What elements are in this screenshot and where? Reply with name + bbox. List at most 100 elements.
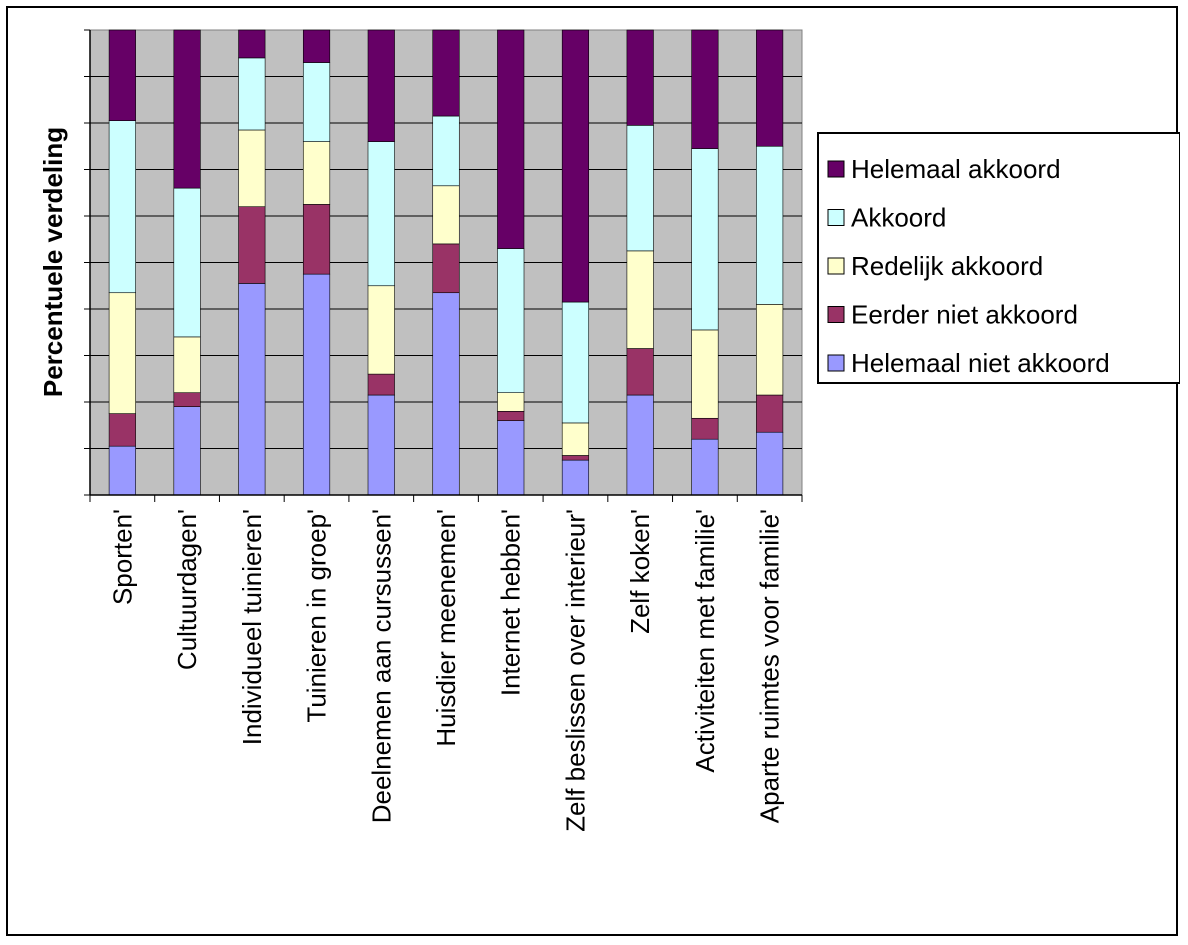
- bar-segment: [108, 29, 136, 121]
- bar-segment: [756, 29, 784, 147]
- bar-segment: [691, 438, 719, 496]
- category-label: Sporten': [107, 509, 137, 605]
- legend-box: [817, 132, 1180, 384]
- bar-segment: [302, 204, 331, 275]
- bar-segment: [173, 392, 201, 407]
- bar-segment: [497, 29, 525, 249]
- bar-segment: [561, 29, 590, 303]
- bar-segment: [626, 29, 654, 126]
- bar-segment: [367, 141, 395, 287]
- legend-swatch: [827, 160, 845, 178]
- legend-item: Helemaal akkoord: [827, 154, 1061, 184]
- bar-stack: [173, 29, 201, 496]
- bar-stack: [691, 29, 719, 496]
- bar-segment: [561, 455, 590, 461]
- bar-segment: [432, 243, 460, 294]
- bar-segment: [173, 29, 201, 189]
- legend-swatch: [827, 354, 845, 372]
- legend-swatch: [827, 257, 845, 275]
- bar-segment: [302, 141, 331, 205]
- bar-segment: [691, 417, 719, 440]
- bar-segment: [497, 248, 525, 393]
- y-axis-label: Percentuele verdeling: [38, 127, 68, 397]
- category-label: Deelnemen aan cursussen': [366, 509, 396, 823]
- category-label: Internet hebben': [496, 509, 526, 696]
- bar-segment: [108, 445, 136, 496]
- bar-stacks: [108, 29, 784, 496]
- legend-item: Redelijk akkoord: [827, 251, 1043, 281]
- category-label: Zelf koken': [625, 509, 655, 634]
- bar-segment: [626, 250, 654, 349]
- bar-segment: [238, 57, 266, 131]
- bar-segment: [238, 206, 266, 284]
- category-label: Aparte ruimtes voor familie': [755, 509, 785, 823]
- bar-segment: [432, 29, 460, 117]
- legend-item: Akkoord: [827, 203, 946, 233]
- bar-segment: [302, 29, 331, 63]
- legend-label: Helemaal niet akkoord: [851, 348, 1110, 378]
- bar-segment: [238, 129, 266, 207]
- category-label: Individueel tuinieren': [237, 509, 267, 745]
- legend-label: Akkoord: [851, 203, 946, 233]
- category-label: Huisdier meenemen': [431, 509, 461, 747]
- bar-segment: [432, 115, 460, 187]
- bar-segment: [626, 125, 654, 252]
- bar-stack: [497, 29, 525, 496]
- bar-segment: [367, 285, 395, 375]
- bar-segment: [238, 283, 266, 496]
- bar-segment: [173, 336, 201, 393]
- legend-label: Redelijk akkoord: [851, 251, 1043, 281]
- bar-segment: [367, 29, 395, 142]
- bar-stack: [108, 29, 136, 496]
- bar-segment: [691, 29, 719, 149]
- bar-segment: [302, 273, 331, 496]
- category-label: Activiteiten met familie': [690, 509, 720, 773]
- bar-stack: [756, 29, 784, 496]
- bar-segment: [108, 292, 136, 414]
- bar-segment: [367, 394, 395, 496]
- bar-segment: [691, 148, 719, 331]
- bar-segment: [626, 394, 654, 496]
- bar-segment: [756, 431, 784, 496]
- bar-stack: [302, 29, 331, 496]
- bar-segment: [691, 329, 719, 419]
- category-labels: Sporten' Cultuurdagen' Individueel tuinier…: [107, 509, 784, 832]
- bar-segment: [756, 145, 784, 305]
- bar-segment: [238, 29, 266, 59]
- bar-segment: [302, 62, 331, 142]
- chart-frame: Sporten' Cultuurdagen' Individueel tuinier…: [6, 6, 1180, 936]
- bar-stack: [238, 29, 266, 496]
- bar-segment: [173, 187, 201, 338]
- legend-item: Helemaal niet akkoord: [827, 348, 1110, 378]
- bar-segment: [432, 292, 460, 496]
- bar-segment: [561, 301, 590, 424]
- bar-stack: [561, 29, 590, 496]
- bar-segment: [561, 459, 590, 496]
- legend-swatch: [827, 306, 845, 323]
- bar-segment: [497, 392, 525, 412]
- legend-label: Eerder niet akkoord: [851, 300, 1078, 330]
- bar-segment: [756, 304, 784, 396]
- bar-segment: [561, 422, 590, 456]
- bar-segment: [626, 348, 654, 396]
- category-label: Zelf beslissen over interieur': [560, 509, 590, 832]
- axes: [84, 29, 803, 502]
- legend: Helemaal akkoord Akkoord Redelijk akkoord E…: [817, 132, 1180, 384]
- category-label: Cultuurdagen': [172, 509, 202, 670]
- bar-segment: [497, 410, 525, 421]
- bar-segment: [108, 120, 136, 294]
- bar-segment: [108, 413, 136, 447]
- legend-label: Helemaal akkoord: [851, 154, 1061, 184]
- stacked-bar-chart: Sporten' Cultuurdagen' Individueel tuinier…: [38, 29, 1180, 832]
- bar-segment: [173, 406, 201, 496]
- legend-swatch: [827, 209, 845, 226]
- category-label: Tuinieren in groep': [302, 509, 332, 723]
- bar-segment: [367, 373, 395, 396]
- bar-stack: [626, 29, 654, 496]
- bar-segment: [432, 185, 460, 245]
- bar-segment: [756, 394, 784, 433]
- bar-stack: [367, 29, 395, 496]
- legend-item: Eerder niet akkoord: [827, 300, 1078, 330]
- bar-stack: [432, 29, 460, 496]
- bar-segment: [497, 420, 525, 496]
